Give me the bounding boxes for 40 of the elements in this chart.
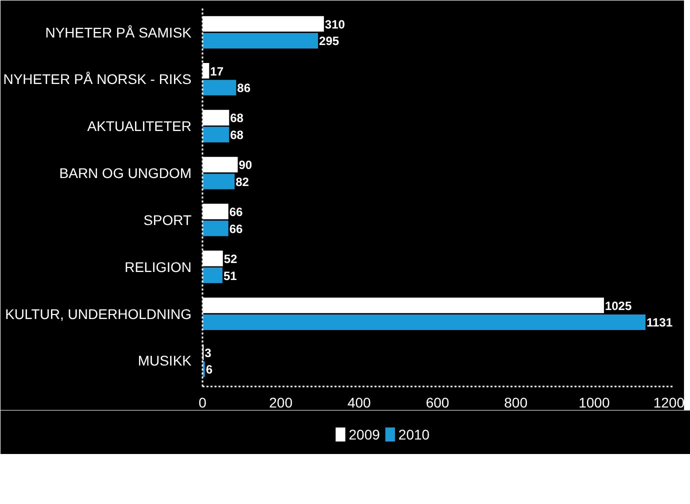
y-tick-label: KULTUR, UNDERHOLDNING xyxy=(5,306,192,322)
legend-label: 2009 xyxy=(348,426,380,442)
x-tick-label: 1000 xyxy=(578,394,610,410)
x-tick-label: 400 xyxy=(347,394,372,410)
data-label: 6 xyxy=(206,362,213,377)
y-tick-label: NYHETER PÅ NORSK - RIKS xyxy=(3,71,192,88)
y-tick-label: MUSIKK xyxy=(138,352,192,369)
data-label: 90 xyxy=(238,158,252,172)
x-tick-label: 200 xyxy=(269,394,293,410)
data-label: 68 xyxy=(230,128,244,142)
bar xyxy=(202,80,236,96)
x-tick-label: 600 xyxy=(426,394,450,410)
data-label: 66 xyxy=(229,222,244,236)
bar xyxy=(202,174,235,190)
data-label: 310 xyxy=(324,17,346,32)
data-label: 17 xyxy=(210,64,224,78)
y-tick-label: SPORT xyxy=(144,212,192,228)
legend-label: 2010 xyxy=(398,426,430,442)
data-label: 68 xyxy=(230,111,244,126)
bar xyxy=(202,32,318,49)
data-label: 295 xyxy=(319,34,340,48)
data-label: 51 xyxy=(223,268,238,283)
bar xyxy=(202,126,230,142)
data-label: 1025 xyxy=(604,298,632,313)
y-tick-label: NYHETER PÅ SAMISK xyxy=(45,24,192,40)
data-label: 1131 xyxy=(646,316,673,330)
x-tick-label: 800 xyxy=(504,394,528,410)
x-tick-label: 1200 xyxy=(653,394,685,410)
bar xyxy=(202,220,228,236)
bar xyxy=(202,314,646,330)
x-tick-label: 0 xyxy=(198,394,207,410)
data-label: 82 xyxy=(236,174,250,189)
data-label: 66 xyxy=(229,205,244,220)
y-tick-label: AKTUALITETER xyxy=(87,118,192,134)
y-tick-label: BARN OG UNGDOM xyxy=(59,165,192,182)
data-label: 86 xyxy=(237,81,251,96)
data-label: 52 xyxy=(224,252,238,266)
bar xyxy=(202,268,222,284)
y-tick-label: RELIGION xyxy=(124,258,192,275)
data-label: 3 xyxy=(204,346,212,360)
